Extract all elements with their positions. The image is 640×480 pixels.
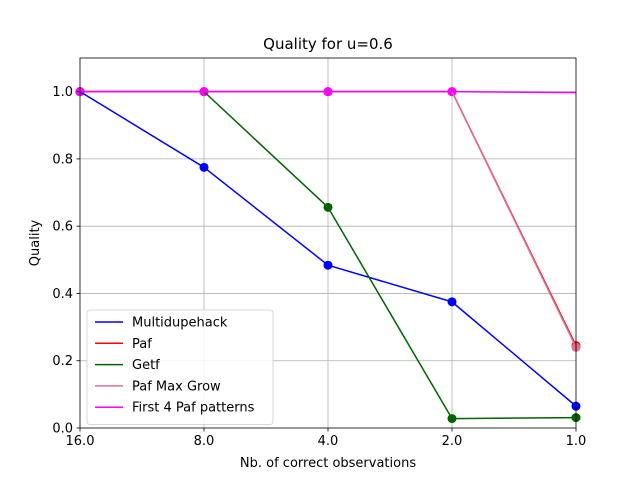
legend-label-paf: Paf [132, 337, 152, 352]
y-axis-label: Quality [28, 219, 43, 266]
y-tick-label: 0.0 [52, 422, 73, 437]
x-tick-label: 2.0 [442, 434, 463, 449]
x-tick-label: 8.0 [194, 434, 215, 449]
legend-label-first-4-paf-patterns: First 4 Paf patterns [132, 401, 255, 416]
chart-title: Quality for u=0.6 [263, 35, 393, 53]
legend-label-paf-max-grow: Paf Max Grow [132, 379, 221, 394]
y-tick-label: 0.6 [52, 220, 73, 235]
legend-label-multidupehack: Multidupehack [132, 316, 228, 331]
y-tick-label: 0.8 [52, 152, 73, 167]
legend: Multidupehack Paf Getf Paf Max Grow First 4 … [87, 310, 273, 425]
x-axis-label: Nb. of correct observations [240, 456, 416, 471]
y-tick-label: 0.4 [52, 287, 73, 302]
legend-label-getf: Getf [132, 358, 160, 373]
y-tick-label: 1.0 [52, 85, 73, 100]
x-tick-label: 1.0 [566, 434, 587, 449]
y-tick-label: 0.2 [52, 354, 73, 369]
x-tick-label: 4.0 [318, 434, 339, 449]
